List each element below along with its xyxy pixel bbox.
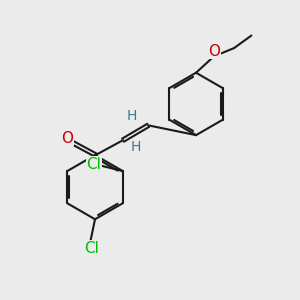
Text: O: O <box>61 130 73 146</box>
Text: Cl: Cl <box>86 157 101 172</box>
Text: H: H <box>130 140 141 154</box>
Text: O: O <box>208 44 220 59</box>
Text: H: H <box>127 109 137 123</box>
Text: Cl: Cl <box>85 241 100 256</box>
